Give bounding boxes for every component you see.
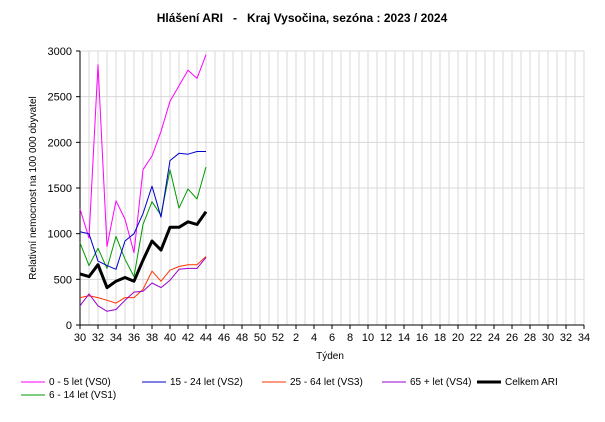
legend-label: Celkem ARI <box>505 377 558 388</box>
legend-label: 65 + let (VS4) <box>410 377 471 388</box>
x-tick-label: 42 <box>182 332 194 344</box>
x-tick-label: 6 <box>329 332 335 344</box>
y-tick-label: 2000 <box>48 137 72 149</box>
series-line <box>79 210 208 290</box>
x-tick-label: 24 <box>488 332 500 344</box>
x-tick-label: 4 <box>311 332 317 344</box>
x-tick-label: 14 <box>398 332 410 344</box>
x-tick-label: 30 <box>542 332 554 344</box>
legend-label: 15 - 24 let (VS2) <box>170 377 243 388</box>
x-axis-label: Týden <box>316 351 344 362</box>
x-tick-label: 32 <box>92 332 104 344</box>
legend: 0 - 5 let (VS0) 15 - 24 let (VS2) 25 - 64 … <box>21 377 558 401</box>
series-lines <box>79 54 208 312</box>
x-tick-label: 52 <box>272 332 284 344</box>
x-tick-label: 44 <box>200 332 212 344</box>
series-line <box>79 256 207 304</box>
x-tick-label: 34 <box>110 332 122 344</box>
chart-title: Hlášení ARI - Kraj Vysočina, sezóna : 20… <box>157 11 448 25</box>
x-tick-label: 8 <box>347 332 353 344</box>
x-tick-label: 16 <box>416 332 428 344</box>
x-tick-label: 18 <box>434 332 446 344</box>
y-tick-label: 2500 <box>48 92 72 104</box>
x-tick-label: 20 <box>452 332 464 344</box>
x-tick-label: 28 <box>524 332 536 344</box>
legend-label: 25 - 64 let (VS3) <box>290 377 363 388</box>
x-tick-label: 34 <box>578 332 590 344</box>
x-tick-label: 40 <box>164 332 176 344</box>
x-tick-label: 46 <box>218 332 230 344</box>
x-tick-label: 48 <box>236 332 248 344</box>
y-tick-label: 0 <box>66 320 72 332</box>
y-tick-labels: 0 500 1000 1500 2000 2500 3000 <box>48 46 80 332</box>
legend-label: 0 - 5 let (VS0) <box>49 377 111 388</box>
series-line <box>79 166 207 278</box>
x-tick-label: 26 <box>506 332 518 344</box>
series-line <box>79 257 207 312</box>
x-tick-label: 50 <box>254 332 266 344</box>
series-line <box>79 54 207 254</box>
x-tick-label: 38 <box>146 332 158 344</box>
y-axis-label: Relativní nemocnost na 100 000 obyvatel <box>28 96 39 279</box>
series-line <box>79 151 206 270</box>
legend-label: 6 - 14 let (VS1) <box>49 390 116 401</box>
gridlines <box>79 50 585 326</box>
x-tick-label: 32 <box>560 332 572 344</box>
x-tick-label: 10 <box>362 332 374 344</box>
x-tick-labels: 30 32 34 36 38 40 42 44 46 48 50 52 2 4 6 8 10 12 14 16 18 20… <box>74 325 590 344</box>
y-tick-label: 3000 <box>48 46 72 58</box>
x-tick-label: 22 <box>470 332 482 344</box>
x-tick-label: 36 <box>128 332 140 344</box>
x-tick-label: 30 <box>74 332 86 344</box>
x-tick-label: 2 <box>293 332 299 344</box>
y-tick-label: 500 <box>54 274 72 286</box>
y-tick-label: 1500 <box>48 183 72 195</box>
x-tick-label: 12 <box>380 332 392 344</box>
y-tick-label: 1000 <box>48 229 72 241</box>
